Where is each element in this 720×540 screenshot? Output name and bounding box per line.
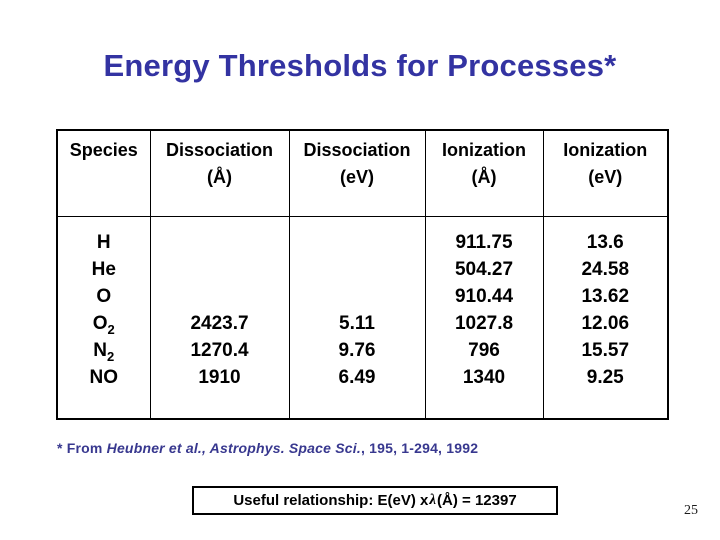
value-cell — [151, 256, 288, 283]
column-ionization-ev: 13.6 24.58 13.62 12.06 15.57 9.25 — [542, 215, 669, 420]
footnote-prefix: * From — [57, 440, 107, 456]
header-line2 — [58, 164, 149, 191]
header-ionization-angstrom: Ionization (Å) — [424, 129, 544, 217]
value-cell: 6.49 — [338, 366, 376, 388]
species-cell: He — [91, 258, 116, 280]
footnote-citation-italic: Heubner et al., Astrophys. Space Sci. — [106, 440, 361, 456]
page-number: 25 — [684, 503, 698, 518]
header-line1: Ionization — [563, 140, 648, 160]
table-body-row: H He O O2 N2 NO 2423.7 1270.4 1910 — [56, 215, 669, 420]
relationship-text-after: (Å) = 12397 — [437, 492, 517, 509]
value-cell: 504.27 — [454, 258, 514, 280]
species-cell: H — [96, 231, 111, 253]
value-cell: 911.75 — [455, 231, 513, 253]
header-line1: Dissociation — [165, 140, 274, 160]
header-ionization-ev: Ionization (eV) — [542, 129, 669, 217]
value-cell: 2423.7 — [190, 312, 249, 334]
value-cell: 24.58 — [581, 258, 630, 280]
header-line1: Species — [69, 140, 138, 160]
value-cell: 13.6 — [586, 231, 624, 253]
header-line2: (eV) — [339, 167, 374, 187]
value-cell: 1340 — [462, 366, 506, 388]
header-line2: (eV) — [588, 167, 623, 187]
value-cell: 12.06 — [581, 312, 630, 334]
header-species: Species — [56, 129, 151, 217]
species-cell: O — [96, 285, 112, 307]
value-cell — [290, 229, 424, 256]
header-line1: Ionization — [442, 140, 526, 160]
value-cell — [151, 283, 288, 310]
value-cell: 15.57 — [581, 339, 630, 361]
value-cell: 1270.4 — [190, 339, 249, 361]
value-cell: 910.44 — [454, 285, 514, 307]
column-dissociation-ev: 5.11 9.76 6.49 — [288, 215, 426, 420]
value-cell — [290, 256, 424, 283]
header-dissociation-angstrom: Dissociation (Å) — [149, 129, 290, 217]
species-cell: O2 — [92, 312, 115, 337]
useful-relationship-box: Useful relationship: E(eV) x λ (Å) = 123… — [192, 486, 558, 515]
header-line2: (Å) — [471, 167, 497, 187]
value-cell: 1027.8 — [454, 312, 514, 334]
value-cell: 5.11 — [339, 312, 375, 334]
value-cell: 9.76 — [338, 339, 376, 361]
value-cell: 796 — [468, 339, 500, 361]
value-cell: 13.62 — [581, 285, 630, 307]
citation-footnote: * From Heubner et al., Astrophys. Space … — [57, 440, 478, 456]
value-cell: 1910 — [198, 366, 241, 388]
species-cell: N2 — [93, 339, 115, 364]
header-dissociation-ev: Dissociation (eV) — [288, 129, 426, 217]
species-subscript: 2 — [107, 348, 115, 364]
relationship-text-before: Useful relationship: E(eV) x — [233, 492, 429, 509]
species-cell: NO — [89, 366, 119, 388]
slide-title: Energy Thresholds for Processes* — [103, 48, 617, 83]
species-subscript: 2 — [107, 321, 115, 337]
value-cell: 9.25 — [586, 366, 624, 388]
table-header-row: Species Dissociation (Å) Dissociation (e… — [56, 129, 669, 217]
column-species: H He O O2 N2 NO — [56, 215, 151, 420]
header-line1: Dissociation — [303, 140, 411, 160]
lambda-symbol: λ — [429, 492, 437, 508]
header-line2: (Å) — [207, 167, 232, 187]
thresholds-table: Species Dissociation (Å) Dissociation (e… — [56, 129, 669, 420]
column-dissociation-angstrom: 2423.7 1270.4 1910 — [149, 215, 290, 420]
value-cell — [151, 229, 288, 256]
column-ionization-angstrom: 911.75 504.27 910.44 1027.8 796 1340 — [424, 215, 544, 420]
footnote-suffix: , 195, 1-294, 1992 — [360, 440, 479, 456]
value-cell — [290, 283, 424, 310]
